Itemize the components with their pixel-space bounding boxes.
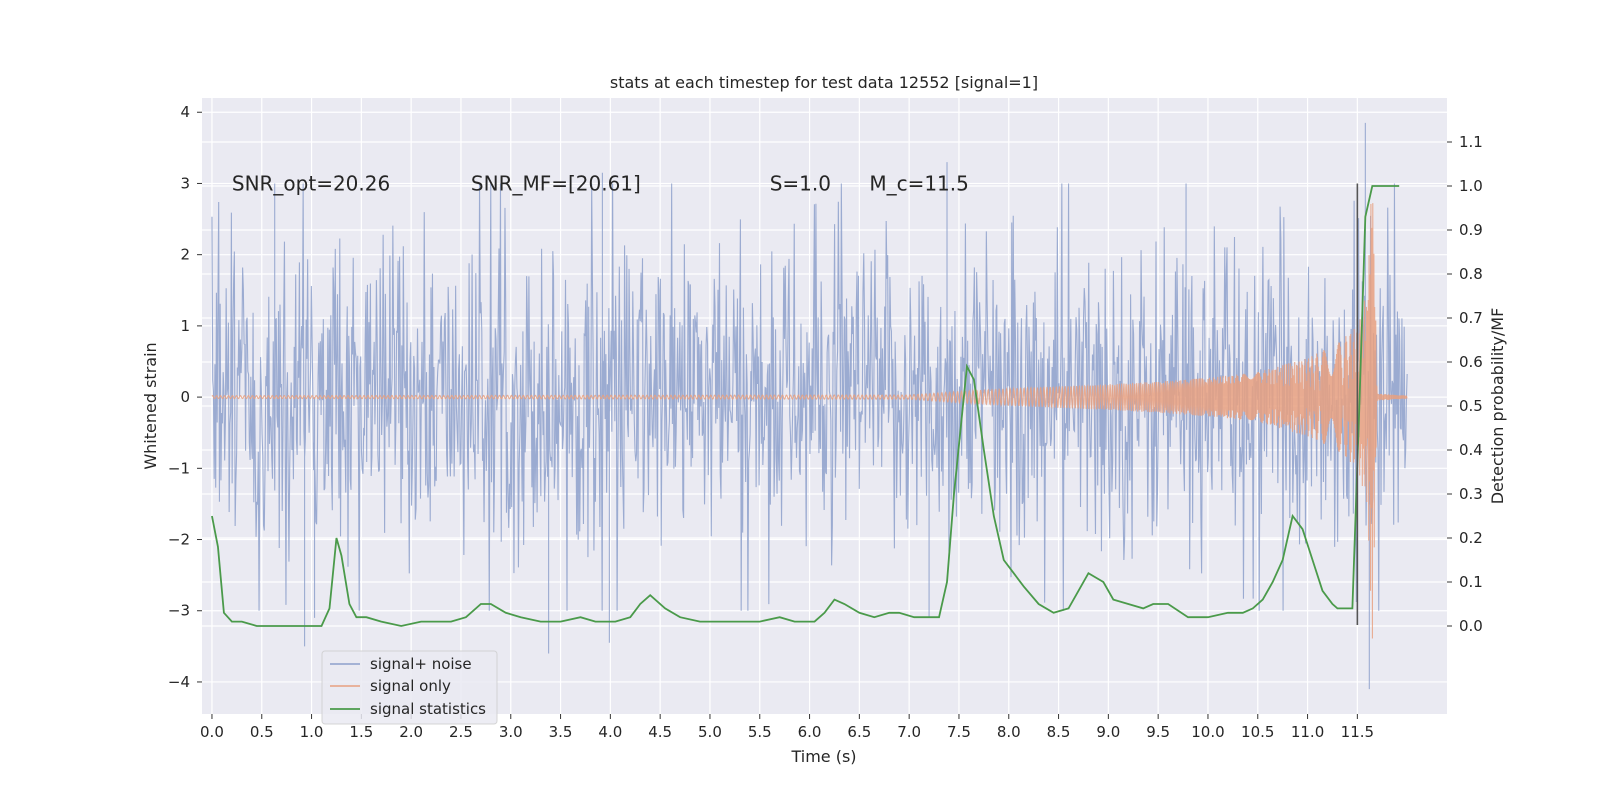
legend-label-signal-only: signal only (370, 677, 451, 695)
x-tick-label: 7.0 (897, 723, 921, 741)
y-right-tick-label: 1.0 (1459, 177, 1483, 195)
y-right-tick-label: 0.5 (1459, 397, 1483, 415)
x-tick-label: 7.5 (947, 723, 971, 741)
x-tick-label: 2.0 (399, 723, 423, 741)
y-tick-label: 2 (180, 246, 190, 264)
series-signal-only-line (211, 203, 1408, 639)
y-right-tick-label: 0.8 (1459, 265, 1483, 283)
chart-title: stats at each timestep for test data 125… (610, 73, 1038, 92)
x-tick-label: 5.0 (698, 723, 722, 741)
annotation-2: S=1.0 (770, 171, 831, 195)
y-right-tick-label: 0.7 (1459, 309, 1483, 327)
y-right-tick-label: 0.3 (1459, 485, 1483, 503)
series-signal-statistics-line (211, 185, 1400, 627)
y-right-tick-label: 0.2 (1459, 529, 1483, 547)
x-tick-label: 0.0 (200, 723, 224, 741)
y-tick-label: −1 (168, 459, 190, 477)
y-right-tick-label: 0.6 (1459, 353, 1483, 371)
x-tick-label: 2.5 (449, 723, 473, 741)
x-tick-label: 5.5 (748, 723, 772, 741)
axes-layer: 0.0 0.5 1.0 1.5 2.0 2.5 3.0 3.5 4.0 4.5 5.0 5.5 6.0 6… (168, 103, 1483, 741)
x-tick-label: 8.0 (997, 723, 1021, 741)
annotation-layer: SNR_opt=20.26 SNR_MF=[20.61] S=1.0 M_c=11.5 (232, 171, 969, 195)
y-axis-label-right: Detection probability/MF (1488, 308, 1507, 505)
x-tick-label: 1.5 (349, 723, 373, 741)
y-right-tick-label: 0.9 (1459, 221, 1483, 239)
annotation-1: SNR_MF=[20.61] (471, 171, 641, 195)
x-tick-label: 10.0 (1191, 723, 1224, 741)
x-tick-label: 3.0 (499, 723, 523, 741)
series-layer (211, 122, 1408, 690)
y-right-tick-label: 0.4 (1459, 441, 1483, 459)
x-tick-label: 6.0 (798, 723, 822, 741)
annotation-3: M_c=11.5 (869, 171, 969, 195)
x-tick-label: 9.5 (1146, 723, 1170, 741)
y-tick-label: −2 (168, 531, 190, 549)
x-tick-label: 11.5 (1341, 723, 1374, 741)
y-right-tick-label: 0.0 (1459, 617, 1483, 635)
y-right-tick-label: 1.1 (1459, 133, 1483, 151)
x-tick-label: 1.0 (300, 723, 324, 741)
x-tick-label: 8.5 (1047, 723, 1071, 741)
y-right-tick-label: 0.1 (1459, 573, 1483, 591)
x-tick-label: 10.5 (1241, 723, 1274, 741)
annotation-0: SNR_opt=20.26 (232, 171, 390, 195)
y-tick-label: −4 (168, 673, 190, 691)
legend-box (321, 650, 498, 725)
x-tick-label: 4.0 (598, 723, 622, 741)
y-tick-label: 1 (180, 317, 190, 335)
y-axis-label: Whitened strain (141, 342, 160, 469)
legend-label-signal-noise: signal+ noise (370, 655, 472, 673)
y-tick-label: −3 (168, 602, 190, 620)
x-tick-label: 0.5 (250, 723, 274, 741)
y-tick-label: 0 (180, 388, 190, 406)
y-tick-label: 4 (180, 103, 190, 121)
legend-label-signal-statistics: signal statistics (370, 700, 486, 718)
x-tick-label: 11.0 (1291, 723, 1324, 741)
y-tick-label: 3 (180, 174, 190, 192)
x-tick-label: 4.5 (648, 723, 672, 741)
x-tick-label: 9.0 (1096, 723, 1120, 741)
legend: signal+ noise signal only signal statist… (321, 650, 498, 725)
x-axis-label: Time (s) (790, 747, 856, 766)
x-tick-label: 3.5 (549, 723, 573, 741)
x-tick-label: 6.5 (847, 723, 871, 741)
